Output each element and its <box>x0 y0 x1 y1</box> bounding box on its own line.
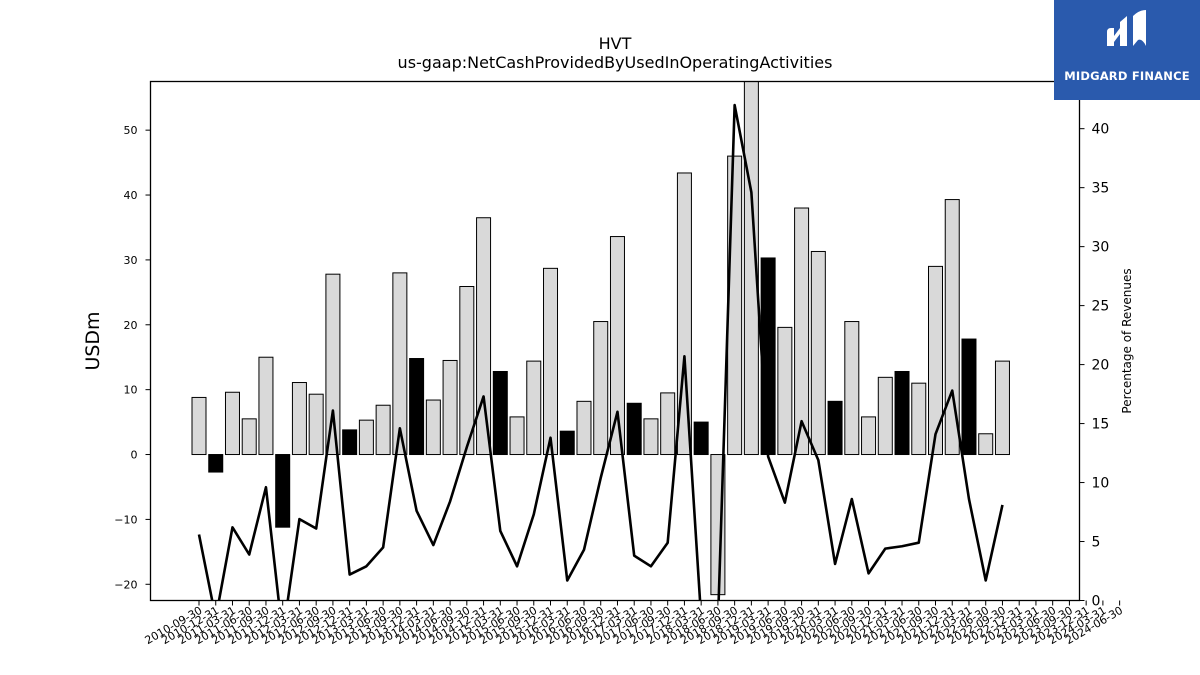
bar <box>358 419 374 456</box>
bar <box>308 393 324 456</box>
bar <box>392 272 408 456</box>
bar <box>643 418 659 456</box>
y-axis-ticks: −20 −10 0 10 20 30 40 50 <box>114 124 151 591</box>
bar <box>425 399 441 456</box>
bar <box>844 321 860 456</box>
bar <box>810 250 826 456</box>
y-tick-label: 10 <box>124 384 138 397</box>
bar-group <box>191 81 1010 596</box>
bar <box>509 416 525 456</box>
bar <box>526 360 542 456</box>
bar <box>476 217 492 456</box>
bar <box>291 382 307 456</box>
y-tick-label: −20 <box>114 578 137 591</box>
bar <box>978 433 994 456</box>
x-axis-ticks: 2010-09-302010-12-312011-03-312011-06-30… <box>143 600 1125 647</box>
y2-tick-label: 30 <box>1092 240 1110 256</box>
y2-tick-label: 10 <box>1092 476 1110 492</box>
plot-frame <box>149 80 1081 602</box>
y2-tick-label: 25 <box>1092 299 1110 315</box>
y2-axis-label: Percentage of Revenues <box>1120 268 1134 413</box>
chart-title: HVT <box>599 34 632 53</box>
y-tick-label: 30 <box>124 254 138 267</box>
brand-logo: MIDGARD FINANCE <box>1054 0 1200 100</box>
y2-axis-ticks: 0 5 10 15 20 25 30 35 40 <box>1079 122 1110 610</box>
bar <box>760 257 776 456</box>
y-tick-label: 50 <box>124 124 138 137</box>
y-tick-label: 0 <box>131 449 138 462</box>
bar <box>609 236 625 456</box>
y-tick-label: 20 <box>124 319 138 332</box>
bar <box>660 392 676 456</box>
bar <box>576 400 592 456</box>
bar <box>258 356 274 456</box>
brand-logo-text: MIDGARD FINANCE <box>1064 69 1190 83</box>
y-tick-label: −10 <box>114 513 137 526</box>
bar <box>208 454 224 473</box>
series-line <box>197 103 1004 601</box>
y-axis-label: USDm <box>82 311 104 370</box>
bar <box>861 416 877 456</box>
bar <box>911 382 927 456</box>
bar <box>877 376 893 456</box>
bar <box>241 418 257 456</box>
bar <box>224 391 240 456</box>
chart-subtitle: us-gaap:NetCashProvidedByUsedInOperating… <box>398 53 833 72</box>
bar <box>626 402 642 456</box>
bar <box>794 207 810 456</box>
bar <box>543 267 559 456</box>
y-tick-label: 40 <box>124 189 138 202</box>
bar <box>325 273 341 456</box>
midgard-logo-icon <box>1107 10 1146 46</box>
y2-tick-label: 15 <box>1092 417 1110 433</box>
bar <box>727 155 743 456</box>
bar <box>375 404 391 456</box>
y2-tick-label: 40 <box>1092 122 1110 138</box>
bar <box>342 429 358 456</box>
line-series <box>197 103 1004 601</box>
bar <box>827 400 843 456</box>
y2-tick-label: 20 <box>1092 358 1110 374</box>
bar <box>191 396 207 456</box>
bar <box>275 454 291 528</box>
bar <box>894 370 910 456</box>
bar <box>442 359 458 456</box>
bar <box>559 430 575 456</box>
bar <box>944 199 960 456</box>
y2-tick-label: 5 <box>1092 535 1101 551</box>
bar <box>961 338 977 456</box>
y2-tick-label: 35 <box>1092 181 1110 197</box>
bar <box>459 286 475 456</box>
y2-tick-label: 0 <box>1092 594 1101 610</box>
bar <box>693 421 709 456</box>
bar <box>593 321 609 456</box>
bar <box>777 326 793 456</box>
bar <box>928 265 943 456</box>
bar <box>409 358 425 456</box>
bar <box>492 370 508 456</box>
bar <box>994 360 1010 456</box>
